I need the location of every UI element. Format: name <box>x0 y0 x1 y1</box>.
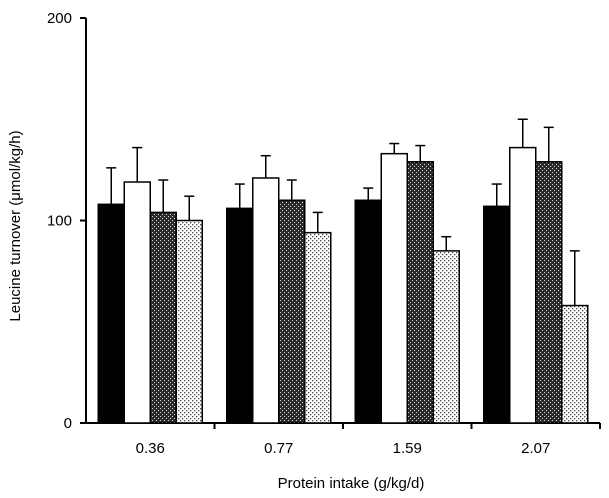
y-tick-label-0: 0 <box>64 415 72 432</box>
x-tick-label-0.77: 0.77 <box>264 440 293 457</box>
bar-series-2-0.36 <box>149 211 177 424</box>
bar-series-1-2.07 <box>509 146 537 424</box>
bar-series-3-0.36 <box>175 219 203 424</box>
bar-series-2-0.77 <box>278 199 306 424</box>
bar-series-2-1.59 <box>406 161 434 424</box>
bar-series-3-0.77 <box>304 231 332 424</box>
bar-series-0-1.59 <box>354 199 382 424</box>
x-tick-label-0.36: 0.36 <box>136 440 165 457</box>
bar-series-3-1.59 <box>432 250 460 424</box>
y-axis-title: Leucine turnover (μmol/kg/h) <box>7 130 24 321</box>
bar-series-0-0.36 <box>97 203 125 424</box>
bar-series-0-0.77 <box>226 207 254 424</box>
x-tick-label-2.07: 2.07 <box>521 440 550 457</box>
bar-series-2-2.07 <box>535 161 563 424</box>
bar-series-1-0.36 <box>123 181 151 424</box>
bar-series-3-2.07 <box>561 304 589 424</box>
x-tick-label-1.59: 1.59 <box>393 440 422 457</box>
y-tick-label-200: 200 <box>47 10 72 27</box>
y-tick-label-100: 100 <box>47 213 72 230</box>
bar-series-1-1.59 <box>380 152 408 424</box>
x-axis-title: Protein intake (g/kg/d) <box>278 475 425 492</box>
bar-series-1-0.77 <box>252 177 280 424</box>
bar-series-0-2.07 <box>483 205 511 424</box>
